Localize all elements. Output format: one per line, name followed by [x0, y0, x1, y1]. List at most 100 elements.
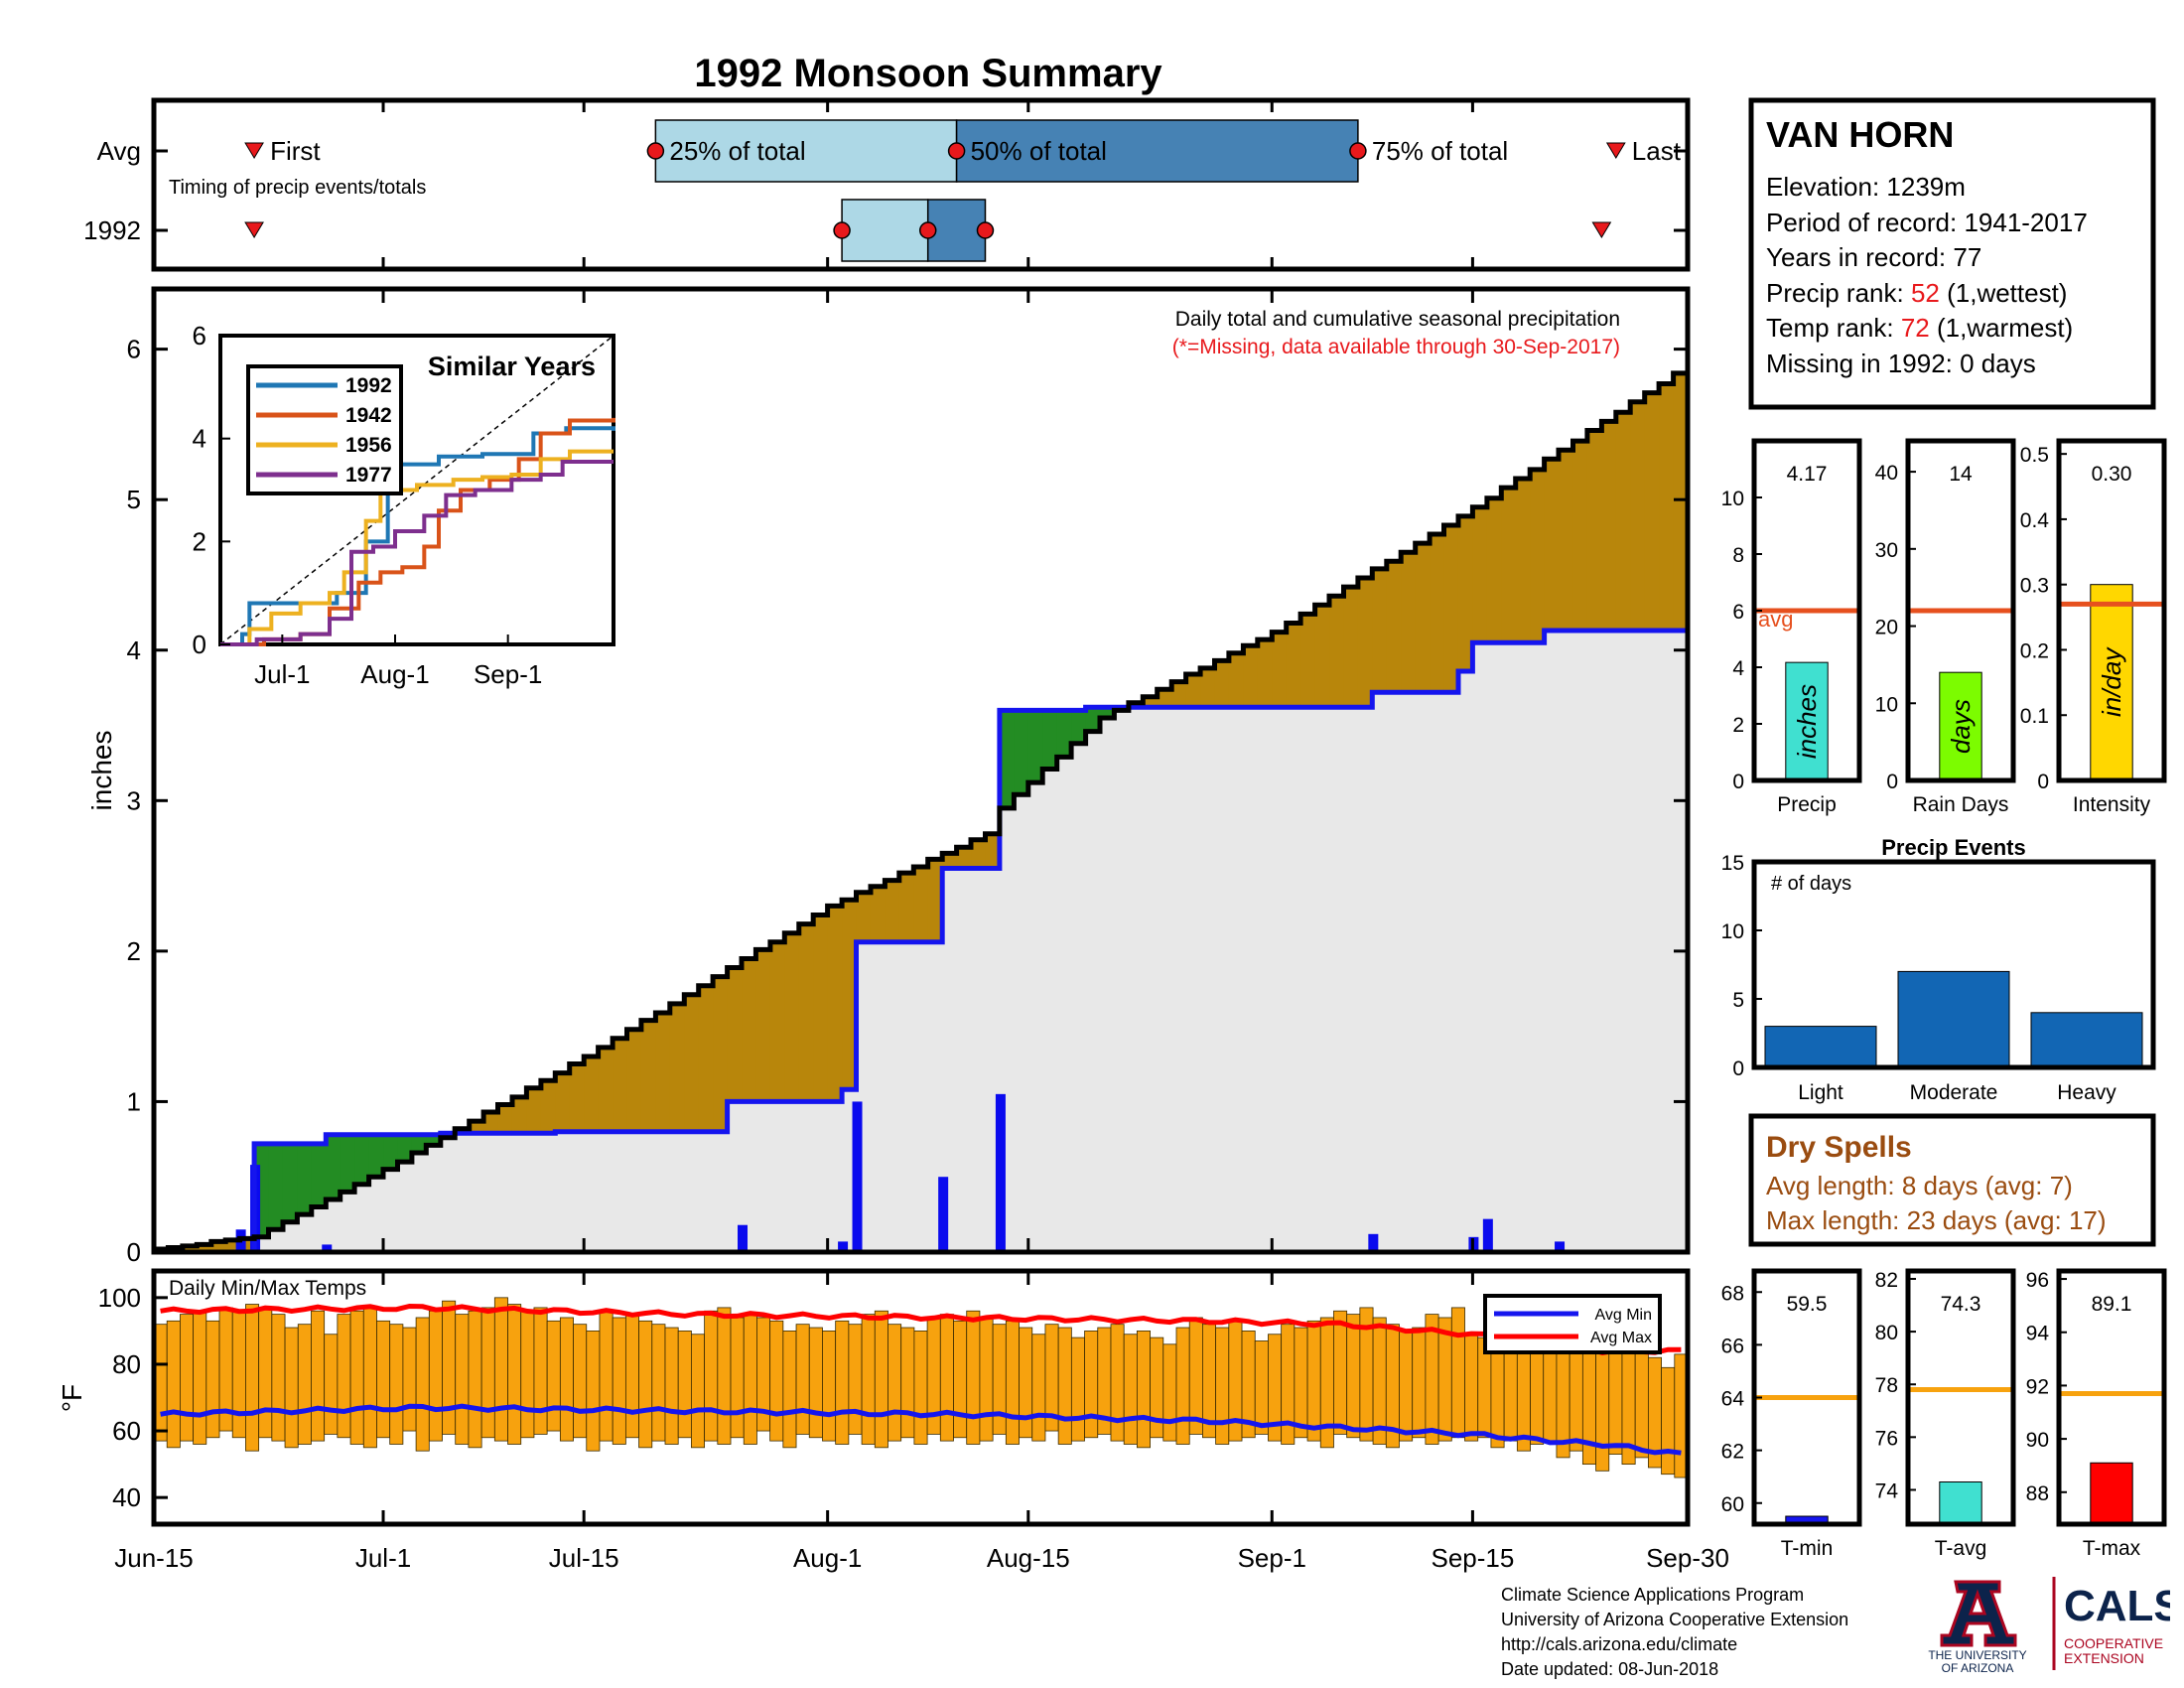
daily-temp-bar [1084, 1330, 1099, 1439]
below-fill-segment [540, 1133, 556, 1252]
observed-cumulative-line [154, 363, 1691, 1252]
panel-x-label: Precip [1777, 793, 1837, 816]
below-fill-segment [798, 1101, 814, 1252]
panel-value-label: 89.1 [2092, 1293, 2132, 1316]
daily-temp-bar [231, 1310, 246, 1439]
timing-marker-50-avg [947, 142, 966, 160]
daily-temp-bar [376, 1320, 391, 1439]
inset-legend-label-1942: 1942 [345, 404, 392, 427]
daily-temp-bar [730, 1317, 745, 1439]
panel-y-tick-label: 90 [2026, 1429, 2049, 1452]
surplus-fill-segment [1314, 605, 1330, 708]
daily-precip-bar [838, 1241, 849, 1252]
below-fill-segment [1085, 731, 1101, 1252]
temp-x-tick-label: Jun-15 [114, 1543, 194, 1573]
panel-frame [2056, 438, 2167, 783]
panel-y-tick-label: 94 [2026, 1323, 2050, 1345]
surplus-fill-segment [827, 906, 843, 1102]
daily-temp-bar [1031, 1334, 1046, 1442]
daily-temp-bar [1437, 1317, 1452, 1442]
surplus-fill-segment [971, 839, 987, 869]
below-fill-segment [1501, 642, 1517, 1252]
surplus-fill-segment [182, 1245, 198, 1252]
cals-logo: CALS COOPERATIVE EXTENSION [2052, 1577, 2170, 1670]
below-fill-segment [311, 1206, 327, 1252]
events-y-tick-label: 10 [1721, 920, 1744, 943]
daily-temp-bar [887, 1324, 902, 1442]
timing-marker-75-avg [1349, 142, 1367, 160]
timing-row-label-1992: 1992 [83, 215, 141, 245]
daily-temp-bar [1019, 1327, 1033, 1439]
footer-line-program: Climate Science Applications Program [1501, 1585, 1805, 1605]
below-fill-segment [440, 1137, 456, 1252]
temp-title: Daily Min/Max Temps [169, 1277, 366, 1300]
below-fill-segment [411, 1152, 427, 1252]
surplus-fill-segment [1401, 552, 1417, 693]
footer-line-university: University of Arizona Cooperative Extens… [1501, 1610, 1849, 1629]
daily-temp-bar [822, 1330, 837, 1442]
inset-legend-label-1992: 1992 [345, 374, 392, 397]
surplus-fill-segment [1286, 623, 1301, 708]
daily-temp-bar [205, 1320, 220, 1439]
surplus-fill-segment [1415, 543, 1431, 693]
panel-bar-rain-days [1939, 671, 1982, 781]
daily-temp-bar [599, 1310, 614, 1442]
daily-temp-bar [573, 1324, 588, 1439]
inset-legend-label-1956: 1956 [345, 434, 392, 457]
inset-series-line-1977 [220, 459, 614, 646]
footer-line-url[interactable]: http://cals.arizona.edu/climate [1501, 1634, 1738, 1654]
surplus-fill-segment [684, 994, 700, 1132]
temp-x-tick-label: Jul-1 [355, 1543, 411, 1573]
daily-temp-bar [782, 1330, 797, 1449]
below-fill-segment [769, 1101, 785, 1252]
station-name: VAN HORN [1766, 114, 1954, 155]
cumulative-precip-chart: 0 1 2 3 4 5 6 inches Daily total and cumulative … [86, 286, 1691, 1267]
panel-unit-label: days [1946, 699, 1976, 754]
below-fill-segment [613, 1131, 628, 1252]
panel-bar-intensity [2090, 584, 2133, 781]
below-fill-segment [1415, 692, 1431, 1252]
deficit-fill-segment [326, 1134, 341, 1199]
temp-x-tick-label: Aug-1 [793, 1543, 862, 1573]
surplus-fill-segment [1214, 660, 1230, 708]
surplus-fill-segment [1615, 412, 1631, 632]
events-x-label-heavy: Heavy [2057, 1081, 2116, 1104]
below-fill-segment [684, 1131, 700, 1252]
events-bar-heavy [2030, 1012, 2143, 1068]
below-fill-segment [1257, 707, 1273, 1252]
temp-x-tick-label: Jul-15 [549, 1543, 619, 1573]
surplus-fill-segment [1343, 587, 1359, 708]
below-fill-segment [455, 1133, 471, 1252]
events-bar-light [1764, 1026, 1877, 1068]
below-fill-segment [1343, 707, 1359, 1252]
surplus-fill-segment [540, 1080, 556, 1134]
deficit-fill-segment [1099, 707, 1116, 718]
daily-temp-bar [1070, 1336, 1085, 1442]
inset-x-tick-label: Aug-1 [360, 659, 429, 689]
timing-box-25-50-1992 [841, 199, 929, 262]
panel-y-tick-label: 0 [1886, 771, 1898, 793]
surplus-fill-segment [1300, 614, 1316, 708]
below-fill-segment [713, 1131, 729, 1252]
panel-y-tick-label: 74 [1875, 1479, 1899, 1502]
daily-temp-bar [297, 1324, 312, 1445]
below-fill-segment [1200, 707, 1216, 1252]
deficit-fill-segment [1085, 707, 1101, 732]
below-fill-segment [483, 1133, 499, 1252]
below-fill-segment [870, 941, 887, 1252]
daily-temp-bar [848, 1324, 863, 1435]
timing-marker-75-1992 [976, 221, 995, 239]
panel-precip: avg inches 4.17 0 2 4 6 8 10 Precip [1721, 438, 1862, 816]
below-fill-segment [1114, 710, 1130, 1252]
temp-y-tick-label: 100 [98, 1283, 141, 1313]
below-fill-segment [555, 1131, 571, 1252]
daily-temp-bar [442, 1300, 457, 1435]
main-y-tick-label: 2 [127, 936, 141, 966]
deficit-fill-segment [383, 1134, 399, 1170]
below-fill-segment [669, 1131, 685, 1252]
daily-temp-bar [1412, 1327, 1427, 1439]
surplus-fill-segment [898, 873, 914, 942]
below-fill-segment [1243, 707, 1259, 1252]
deficit-fill-segment [1014, 710, 1029, 795]
daily-temp-bar [311, 1310, 326, 1442]
